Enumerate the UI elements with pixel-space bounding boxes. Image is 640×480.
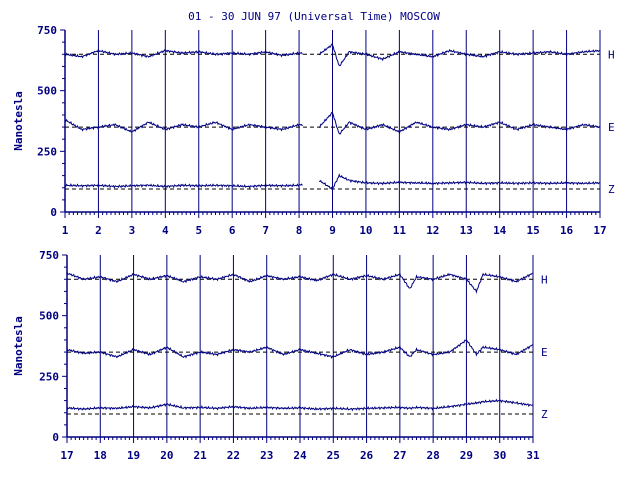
x-tick-label: 25 — [327, 449, 340, 462]
y-tick-label: 750 — [39, 249, 59, 262]
x-tick-label: 14 — [493, 224, 507, 237]
x-tick-label: 1 — [62, 224, 69, 237]
x-tick-label: 6 — [229, 224, 236, 237]
series-label-z: Z — [541, 408, 548, 421]
x-tick-label: 3 — [129, 224, 136, 237]
y-tick-label: 500 — [39, 310, 59, 323]
chart-title: 01 - 30 JUN 97 (Universal Time) MOSCOW — [188, 10, 440, 23]
y-tick-label: 750 — [37, 24, 57, 37]
x-tick-label: 16 — [560, 224, 574, 237]
x-tick-label: 9 — [329, 224, 336, 237]
x-tick-label: 19 — [127, 449, 140, 462]
y-tick-label: 250 — [37, 145, 57, 158]
series-e-line — [64, 111, 601, 135]
x-tick-label: 18 — [94, 449, 107, 462]
x-tick-label: 7 — [262, 224, 269, 237]
y-axis-label: Nanotesla — [12, 316, 25, 376]
series-label-h: H — [608, 48, 615, 61]
series-h-line — [64, 43, 600, 67]
y-axis-label: Nanotesla — [12, 91, 25, 151]
x-tick-label: 22 — [227, 449, 240, 462]
y-tick-label: 500 — [37, 85, 57, 98]
x-tick-label: 27 — [393, 449, 406, 462]
x-tick-label: 5 — [195, 224, 202, 237]
series-label-h: H — [541, 273, 548, 286]
series-z-line — [66, 398, 534, 412]
x-tick-label: 29 — [460, 449, 473, 462]
x-tick-label: 13 — [460, 224, 473, 237]
x-tick-label: 30 — [493, 449, 506, 462]
series-label-e: E — [541, 346, 548, 359]
x-tick-label: 24 — [293, 449, 307, 462]
x-tick-label: 21 — [194, 449, 208, 462]
x-tick-label: 17 — [60, 449, 73, 462]
y-tick-label: 0 — [52, 431, 59, 444]
panel-top: 1 2 3 4 5 6 7 8 9 10 11 12 13 14 15 16 170250500750Nanot… — [12, 24, 615, 237]
series-h-line — [66, 271, 534, 294]
x-tick-label: 11 — [393, 224, 407, 237]
series-z-line — [64, 173, 601, 191]
x-tick-label: 4 — [162, 224, 169, 237]
x-tick-label: 8 — [296, 224, 303, 237]
x-tick-label: 15 — [527, 224, 540, 237]
x-tick-label: 17 — [593, 224, 606, 237]
x-tick-label: 12 — [426, 224, 439, 237]
y-tick-label: 0 — [50, 206, 57, 219]
panel-bottom: 17 18 19 20 21 22 23 24 25 26 27 28 29 30 31 0 250 500 750… — [12, 249, 548, 462]
x-tick-label: 26 — [360, 449, 374, 462]
x-tick-label: 2 — [95, 224, 102, 237]
y-tick-label: 250 — [39, 370, 59, 383]
x-tick-label: 23 — [260, 449, 273, 462]
x-tick-label: 31 — [526, 449, 540, 462]
x-tick-label: 28 — [427, 449, 440, 462]
series-label-e: E — [608, 121, 615, 134]
x-tick-label: 10 — [359, 224, 372, 237]
series-e-line — [66, 339, 534, 359]
x-tick-label: 20 — [160, 449, 173, 462]
series-label-z: Z — [608, 183, 615, 196]
